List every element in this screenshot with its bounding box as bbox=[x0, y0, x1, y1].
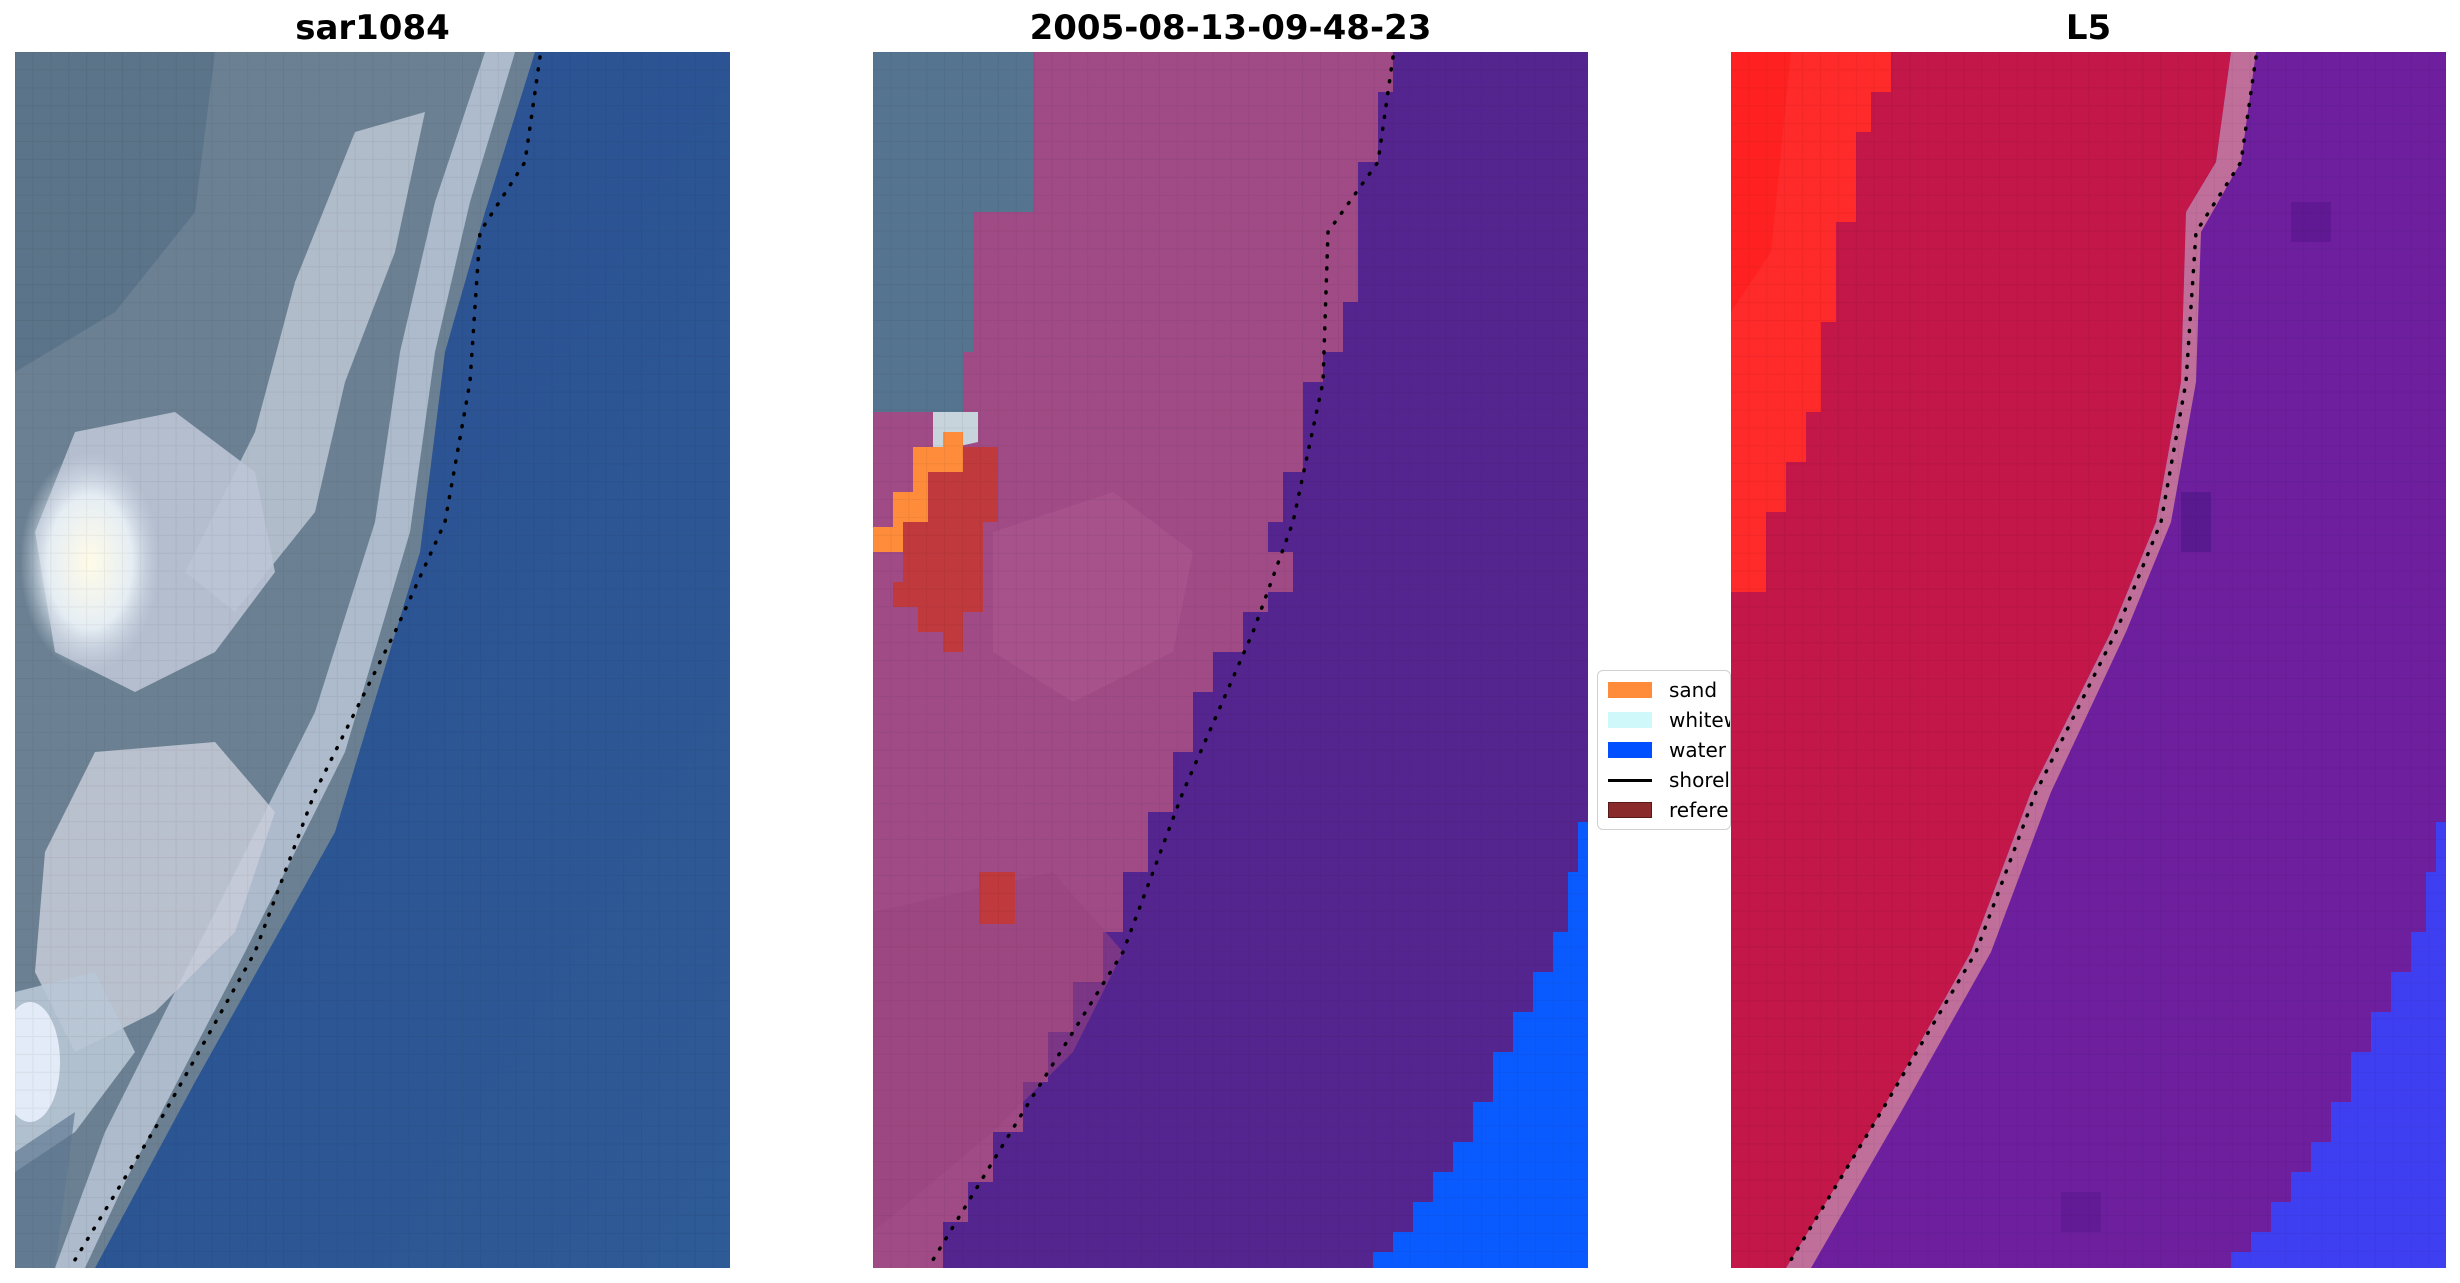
legend-swatch-sand bbox=[1608, 682, 1652, 698]
panel-title-classified: 2005-08-13-09-48-23 bbox=[1029, 8, 1432, 48]
legend-label-sand: sand bbox=[1669, 678, 1718, 702]
classified-image bbox=[873, 52, 1588, 1268]
legend-swatch-reference bbox=[1608, 802, 1652, 818]
rgb-satellite-image bbox=[15, 52, 730, 1268]
legend-item-shoreline: shoreline bbox=[1608, 765, 1730, 795]
legend-label-reference: reference shoreline bbox=[1669, 798, 1730, 822]
classified-image-panel bbox=[873, 52, 1588, 1268]
panel-title-rgb: sar1084 bbox=[295, 8, 450, 48]
legend-item-reference-shoreline: reference shoreline bbox=[1608, 795, 1730, 825]
shoreline-trace-3 bbox=[1784, 55, 2258, 1268]
legend-item-sand: sand bbox=[1608, 675, 1717, 705]
shoreline-trace-1 bbox=[68, 55, 542, 1268]
legend-swatch-water bbox=[1608, 742, 1652, 758]
panel-title-index: L5 bbox=[2065, 8, 2112, 48]
legend-item-water: water bbox=[1608, 735, 1726, 765]
index-image bbox=[1731, 52, 2446, 1268]
rgb-image-panel bbox=[15, 52, 730, 1268]
legend-swatch-whitewater bbox=[1608, 712, 1652, 728]
legend-label-shoreline: shoreline bbox=[1669, 768, 1730, 792]
legend-label-water: water bbox=[1669, 738, 1726, 762]
index-image-panel bbox=[1731, 52, 2446, 1268]
shoreline-trace-2 bbox=[926, 55, 1395, 1268]
legend-line-shoreline bbox=[1608, 778, 1652, 782]
